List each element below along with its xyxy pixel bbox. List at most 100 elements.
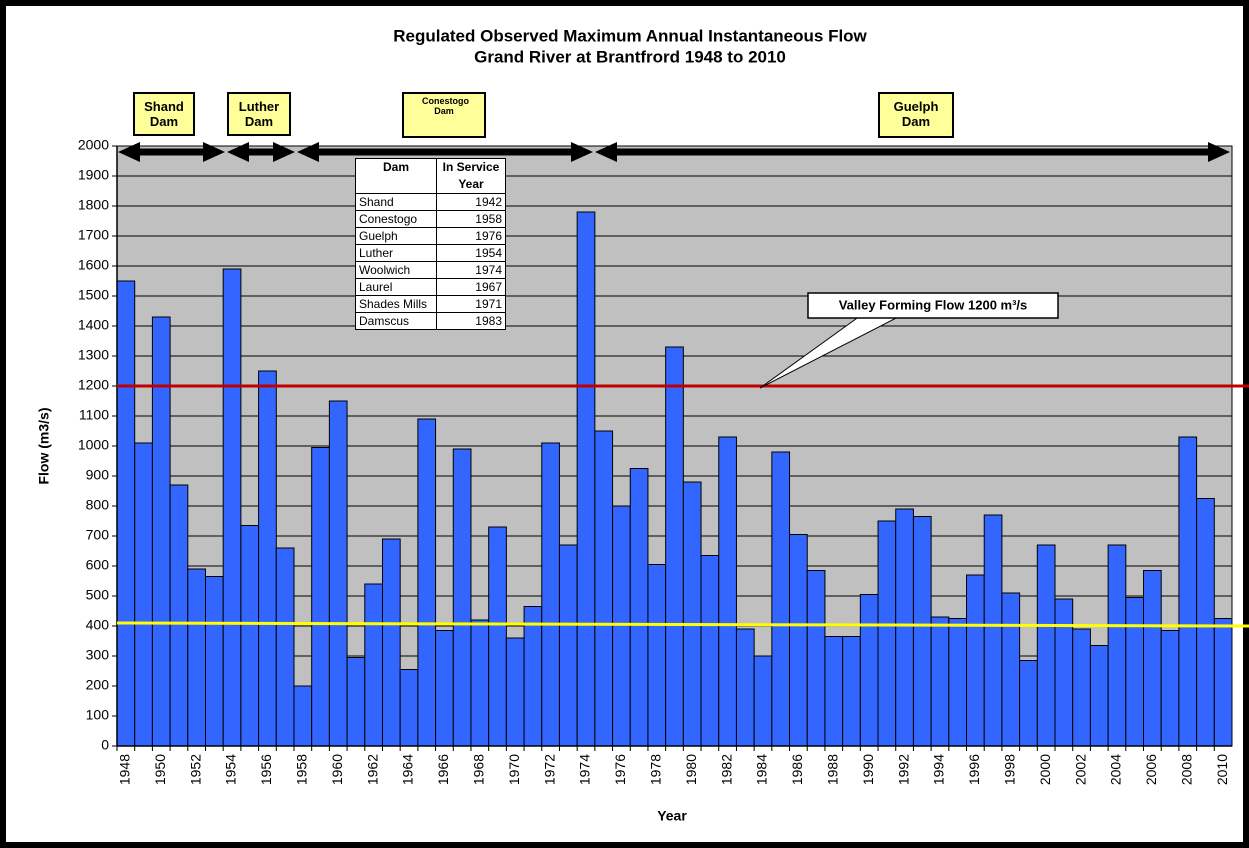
x-tick-label: 1952 (187, 754, 203, 785)
y-axis-title: Flow (m3/s) (36, 407, 52, 484)
table-cell: Shades Mills (355, 295, 437, 313)
bar (452, 448, 472, 747)
y-tick-label: 1000 (78, 437, 109, 453)
table-cell: 1976 (436, 227, 506, 245)
bar (523, 606, 543, 747)
x-tick-label: 1970 (506, 754, 522, 785)
x-tick-label: 1978 (648, 754, 664, 785)
bar (470, 619, 490, 747)
x-tick-label: 1998 (1001, 754, 1017, 785)
bar (806, 570, 826, 747)
x-tick-label: 1976 (612, 754, 628, 785)
bar (1036, 544, 1056, 747)
y-tick-label: 1900 (78, 167, 109, 183)
y-tick-label: 400 (86, 617, 110, 633)
table-cell: 1967 (436, 278, 506, 296)
bar (1107, 544, 1127, 747)
arrow-head (203, 142, 225, 162)
y-tick-label: 300 (86, 647, 110, 663)
callout-box (807, 292, 1059, 319)
bar (116, 280, 136, 747)
dam-label: Guelph Dam (878, 92, 954, 138)
y-tick-label: 100 (86, 707, 110, 723)
bar (612, 505, 631, 747)
arrow-head (273, 142, 295, 162)
dam-label: Shand Dam (133, 92, 195, 136)
x-tick-label: 1950 (152, 754, 168, 785)
bar (435, 630, 454, 747)
x-tick-label: 2000 (1037, 754, 1053, 785)
bar (948, 618, 968, 747)
bar (842, 636, 861, 747)
bar (505, 637, 525, 747)
bar (629, 468, 649, 747)
chart-title: Regulated Observed Maximum Annual Instan… (393, 26, 867, 45)
y-tick-label: 1300 (78, 347, 109, 363)
table-cell: Damscus (355, 312, 437, 330)
bar (912, 516, 932, 747)
dam-label: Conestogo Dam (402, 92, 486, 138)
table-cell: Guelph (355, 227, 437, 245)
bar (1125, 597, 1145, 747)
dam-table: Dam In Service Year Shand 1942 Conestogo 19… (355, 158, 506, 330)
chart-subtitle: Grand River at Brantfrord 1948 to 2010 (474, 47, 786, 66)
bar (983, 514, 1003, 747)
x-tick-label: 2002 (1072, 754, 1088, 785)
x-tick-label: 2006 (1143, 754, 1159, 785)
x-tick-label: 1984 (754, 754, 770, 785)
bar (417, 418, 437, 747)
bar (895, 508, 914, 747)
bar (1054, 598, 1074, 747)
table-cell: 1971 (436, 295, 506, 313)
y-tick-label: 500 (86, 587, 110, 603)
y-tick-label: 800 (86, 497, 110, 513)
y-tick-label: 900 (86, 467, 110, 483)
bar (558, 544, 578, 747)
y-tick-label: 1500 (78, 287, 109, 303)
bar (966, 574, 985, 747)
bar (187, 568, 206, 747)
bar (1089, 645, 1109, 747)
bar (859, 594, 879, 747)
y-tick-label: 1800 (78, 197, 109, 213)
bar (488, 526, 507, 747)
y-tick-label: 1200 (78, 377, 109, 393)
bar (735, 628, 755, 747)
bar (399, 669, 419, 747)
x-axis-title: Year (657, 808, 687, 824)
arrow-head (571, 142, 593, 162)
y-tick-label: 200 (86, 677, 110, 693)
bar (1001, 592, 1021, 747)
x-tick-label: 1966 (435, 754, 451, 785)
bar (647, 564, 667, 747)
dam-label: Luther Dam (227, 92, 291, 136)
bar (293, 685, 313, 747)
x-tick-label: 1992 (895, 754, 911, 785)
x-tick-label: 1974 (577, 754, 593, 785)
x-tick-label: 1960 (329, 754, 345, 785)
x-tick-label: 1968 (471, 754, 487, 785)
bar (753, 655, 773, 747)
bar (311, 447, 330, 747)
table-cell: 1942 (436, 193, 506, 211)
table-cell: 1974 (436, 261, 506, 279)
y-tick-label: 1400 (78, 317, 109, 333)
bar (1213, 618, 1233, 747)
arrow-head (118, 142, 140, 162)
bar (381, 538, 401, 747)
bar (700, 555, 720, 747)
bar (930, 616, 950, 747)
y-tick-label: 2000 (78, 137, 109, 153)
x-tick-label: 1982 (718, 754, 734, 785)
bar (1019, 660, 1038, 747)
x-tick-label: 1958 (294, 754, 310, 785)
bar (541, 442, 560, 747)
bar (258, 370, 277, 747)
table-cell: 1954 (436, 244, 506, 262)
bar (789, 534, 808, 747)
bar (594, 430, 614, 747)
bar (1196, 498, 1215, 747)
annotation: Valley Forming Flow 1200 m³/s (839, 297, 1028, 312)
